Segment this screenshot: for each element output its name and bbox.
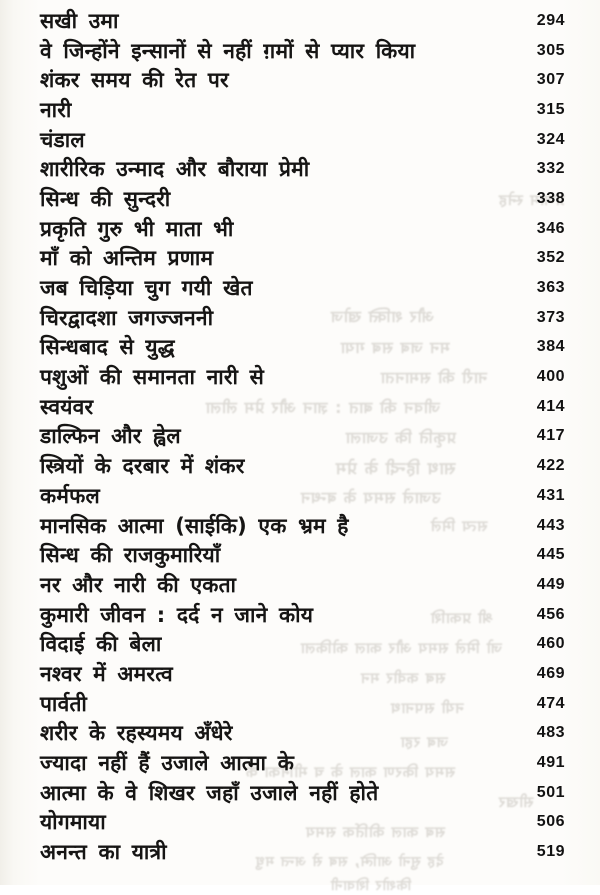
toc-entry: कुमारी जीवन : दर्द न जाने कोय 456 <box>40 600 565 630</box>
chapter-title: पशुओं की समानता नारी से <box>40 365 265 390</box>
chapter-title: अनन्त का यात्री <box>40 840 167 865</box>
page-number: 305 <box>536 41 565 59</box>
toc-entry: शंकर समय की रेत पर 307 <box>40 65 565 95</box>
page-number: 307 <box>536 71 565 89</box>
toc-entry: अनन्त का यात्री 519 <box>40 837 565 867</box>
chapter-title: सखी उमा <box>40 8 119 33</box>
page-number: 491 <box>536 754 565 772</box>
toc-entry: जब चिड़िया चुग गयी खेत 363 <box>40 273 565 303</box>
page-number: 315 <box>536 100 565 118</box>
toc-entry: मानसिक आत्मा (साईकि) एक भ्रम है 443 <box>40 511 565 541</box>
page-number: 384 <box>536 338 565 356</box>
page-number: 332 <box>536 160 565 178</box>
chapter-title: पार्वती <box>40 691 88 716</box>
chapter-title: डाल्फिन और ह्वेल <box>40 424 181 449</box>
page-number: 501 <box>536 783 565 801</box>
toc-entry: सखी उमा 294 <box>40 6 565 36</box>
chapter-title: नर और नारी की एकता <box>40 572 237 597</box>
page-number: 422 <box>536 457 565 475</box>
chapter-title: नश्वर में अमरत्व <box>40 661 173 686</box>
toc-entry: चिरद्वादशा जगज्जननी 373 <box>40 303 565 333</box>
toc-entry: योगमाया 506 <box>40 808 565 838</box>
toc-entry: सिन्धबाद से युद्ध 384 <box>40 333 565 363</box>
page-number: 400 <box>536 368 565 386</box>
chapter-title: सिन्ध की राजकुमारियाँ <box>40 543 221 568</box>
toc-entry: चंडाल 324 <box>40 125 565 155</box>
toc-entry: डाल्फिन और ह्वेल 417 <box>40 422 565 452</box>
page-number: 346 <box>536 219 565 237</box>
page-number: 363 <box>536 279 565 297</box>
page-number: 519 <box>536 843 565 861</box>
chapter-title: माँ को अन्तिम प्रणाम <box>40 246 214 271</box>
chapter-title: मानसिक आत्मा (साईकि) एक भ्रम है <box>40 513 349 538</box>
chapter-title: चिरद्वादशा जगज्जननी <box>40 305 214 330</box>
toc-entry: शारीरिक उन्माद और बौराया प्रेमी 332 <box>40 154 565 184</box>
page-number: 324 <box>536 130 565 148</box>
chapter-title: वे जिन्होंने इन्सानों से नहीं ग़मों से प… <box>40 38 416 63</box>
page-number: 469 <box>536 664 565 682</box>
page-number: 373 <box>536 308 565 326</box>
toc-entry: सिन्ध की राजकुमारियाँ 445 <box>40 540 565 570</box>
toc-entry: नश्वर में अमरत्व 469 <box>40 659 565 689</box>
toc-entry: नर और नारी की एकता 449 <box>40 570 565 600</box>
toc-entry: कर्मफल 431 <box>40 481 565 511</box>
toc-entry: पशुओं की समानता नारी से 400 <box>40 362 565 392</box>
chapter-title: आत्मा के वे शिखर जहाँ उजाले नहीं होते <box>40 780 379 805</box>
chapter-title: विदाई की बेला <box>40 632 162 657</box>
chapter-title: नारी <box>40 97 72 122</box>
page-number: 352 <box>536 249 565 267</box>
page-number: 460 <box>536 635 565 653</box>
toc-entry: वे जिन्होंने इन्सानों से नहीं ग़मों से प… <box>40 36 565 66</box>
chapter-title: चंडाल <box>40 127 85 152</box>
chapter-title: कर्मफल <box>40 483 100 508</box>
bleed-text: किशोर शिवानी <box>330 878 412 894</box>
toc-entry: सिन्ध की सुन्दरी 338 <box>40 184 565 214</box>
toc-entry: स्त्रियों के दरबार में शंकर 422 <box>40 451 565 481</box>
chapter-title: स्त्रियों के दरबार में शंकर <box>40 454 245 479</box>
page-number: 506 <box>536 813 565 831</box>
toc-entry: ज्यादा नहीं हैं उजाले आत्मा के 491 <box>40 748 565 778</box>
page-number: 474 <box>536 694 565 712</box>
table-of-contents: सखी उमा 294 वे जिन्होंने इन्सानों से नहीं … <box>40 6 565 867</box>
page-number: 414 <box>536 397 565 415</box>
toc-entry: आत्मा के वे शिखर जहाँ उजाले नहीं होते 501 <box>40 778 565 808</box>
page-number: 417 <box>536 427 565 445</box>
page-number: 445 <box>536 546 565 564</box>
chapter-title: सिन्धबाद से युद्ध <box>40 335 175 360</box>
page-number: 294 <box>536 11 565 29</box>
page-number: 443 <box>536 516 565 534</box>
page-number: 483 <box>536 724 565 742</box>
page-number: 431 <box>536 486 565 504</box>
toc-entry: प्रकृति गुरु भी माता भी 346 <box>40 214 565 244</box>
chapter-title: शंकर समय की रेत पर <box>40 68 229 93</box>
page-number: 456 <box>536 605 565 623</box>
page-number: 338 <box>536 189 565 207</box>
toc-entry: शरीर के रहस्यमय अँधेरे 483 <box>40 719 565 749</box>
toc-entry: माँ को अन्तिम प्रणाम 352 <box>40 244 565 274</box>
toc-entry: स्वयंवर 414 <box>40 392 565 422</box>
chapter-title: जब चिड़िया चुग गयी खेत <box>40 276 253 301</box>
page-number: 449 <box>536 575 565 593</box>
chapter-title: स्वयंवर <box>40 394 94 419</box>
chapter-title: योगमाया <box>40 810 106 835</box>
chapter-title: शारीरिक उन्माद और बौराया प्रेमी <box>40 157 310 182</box>
chapter-title: ज्यादा नहीं हैं उजाले आत्मा के <box>40 751 295 776</box>
toc-entry: विदाई की बेला 460 <box>40 629 565 659</box>
chapter-title: शरीर के रहस्यमय अँधेरे <box>40 721 233 746</box>
chapter-title: सिन्ध की सुन्दरी <box>40 186 171 211</box>
toc-entry: नारी 315 <box>40 95 565 125</box>
chapter-title: कुमारी जीवन : दर्द न जाने कोय <box>40 602 314 627</box>
toc-entry: पार्वती 474 <box>40 689 565 719</box>
chapter-title: प्रकृति गुरु भी माता भी <box>40 216 234 241</box>
